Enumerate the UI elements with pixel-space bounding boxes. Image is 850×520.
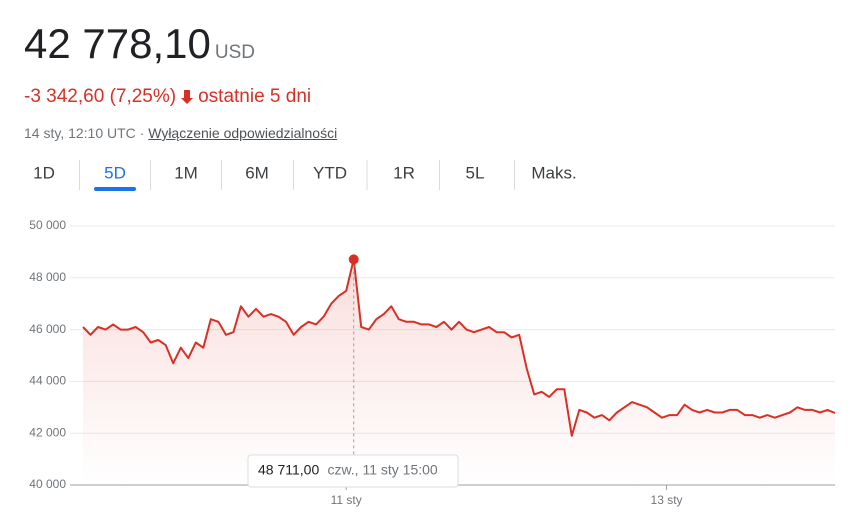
disclaimer-link[interactable]: Wyłączenie odpowiedzialności	[148, 125, 338, 141]
tooltip-box	[247, 454, 459, 488]
price-block: 42 778,10 USD	[24, 20, 255, 68]
down-arrow	[181, 90, 194, 104]
change: -3 342,60 (7,25%)	[24, 86, 177, 107]
tooltip: 48 711,00 czw., 11 sty 15:00	[247, 454, 459, 488]
y-tick-label: 50 000	[29, 218, 66, 232]
y-tick-label: 44 000	[29, 374, 66, 388]
tab[interactable]: 5D	[104, 163, 126, 182]
period: ostatnie 5 dni	[198, 86, 312, 107]
x-tick-label: 13 sty	[651, 493, 683, 507]
tab[interactable]: 1M	[174, 163, 198, 182]
tab[interactable]: 1D	[33, 163, 55, 182]
highlight-point	[348, 254, 359, 265]
tab[interactable]: 5L	[466, 163, 485, 182]
y-tick-label: 40 000	[29, 477, 66, 491]
price: 42 778,10	[24, 20, 211, 67]
chart: 1D 5D 1M 6M YTD 1R 5L Maks. 40 000 42 000 44 000 46…	[29, 160, 836, 507]
area-fill	[83, 259, 835, 485]
price-line	[82, 258, 836, 437]
y-tick-label: 46 000	[29, 322, 66, 336]
y-tick-label: 48 000	[29, 270, 66, 284]
tab[interactable]: 6M	[245, 163, 269, 182]
timestamp-row: 14 sty, 12:10 UTC · Wyłączenie odpowiedz…	[24, 125, 337, 141]
tooltip-time: czw., 11 sty 15:00	[327, 462, 437, 478]
tab[interactable]: 1R	[393, 163, 415, 182]
tab[interactable]: YTD	[313, 163, 347, 182]
currency: USD	[214, 42, 255, 63]
change-row: -3 342,60 (7,25%) ostatnie 5 dni	[24, 86, 311, 108]
tooltip-value: 48 711,00	[258, 462, 319, 478]
tab-underline	[94, 187, 136, 191]
y-tick-label: 42 000	[29, 425, 66, 439]
x-tick-label: 11 sty	[331, 493, 362, 507]
tab[interactable]: Maks.	[531, 163, 576, 182]
timestamp: 14 sty, 12:10 UTC ·	[24, 125, 145, 141]
